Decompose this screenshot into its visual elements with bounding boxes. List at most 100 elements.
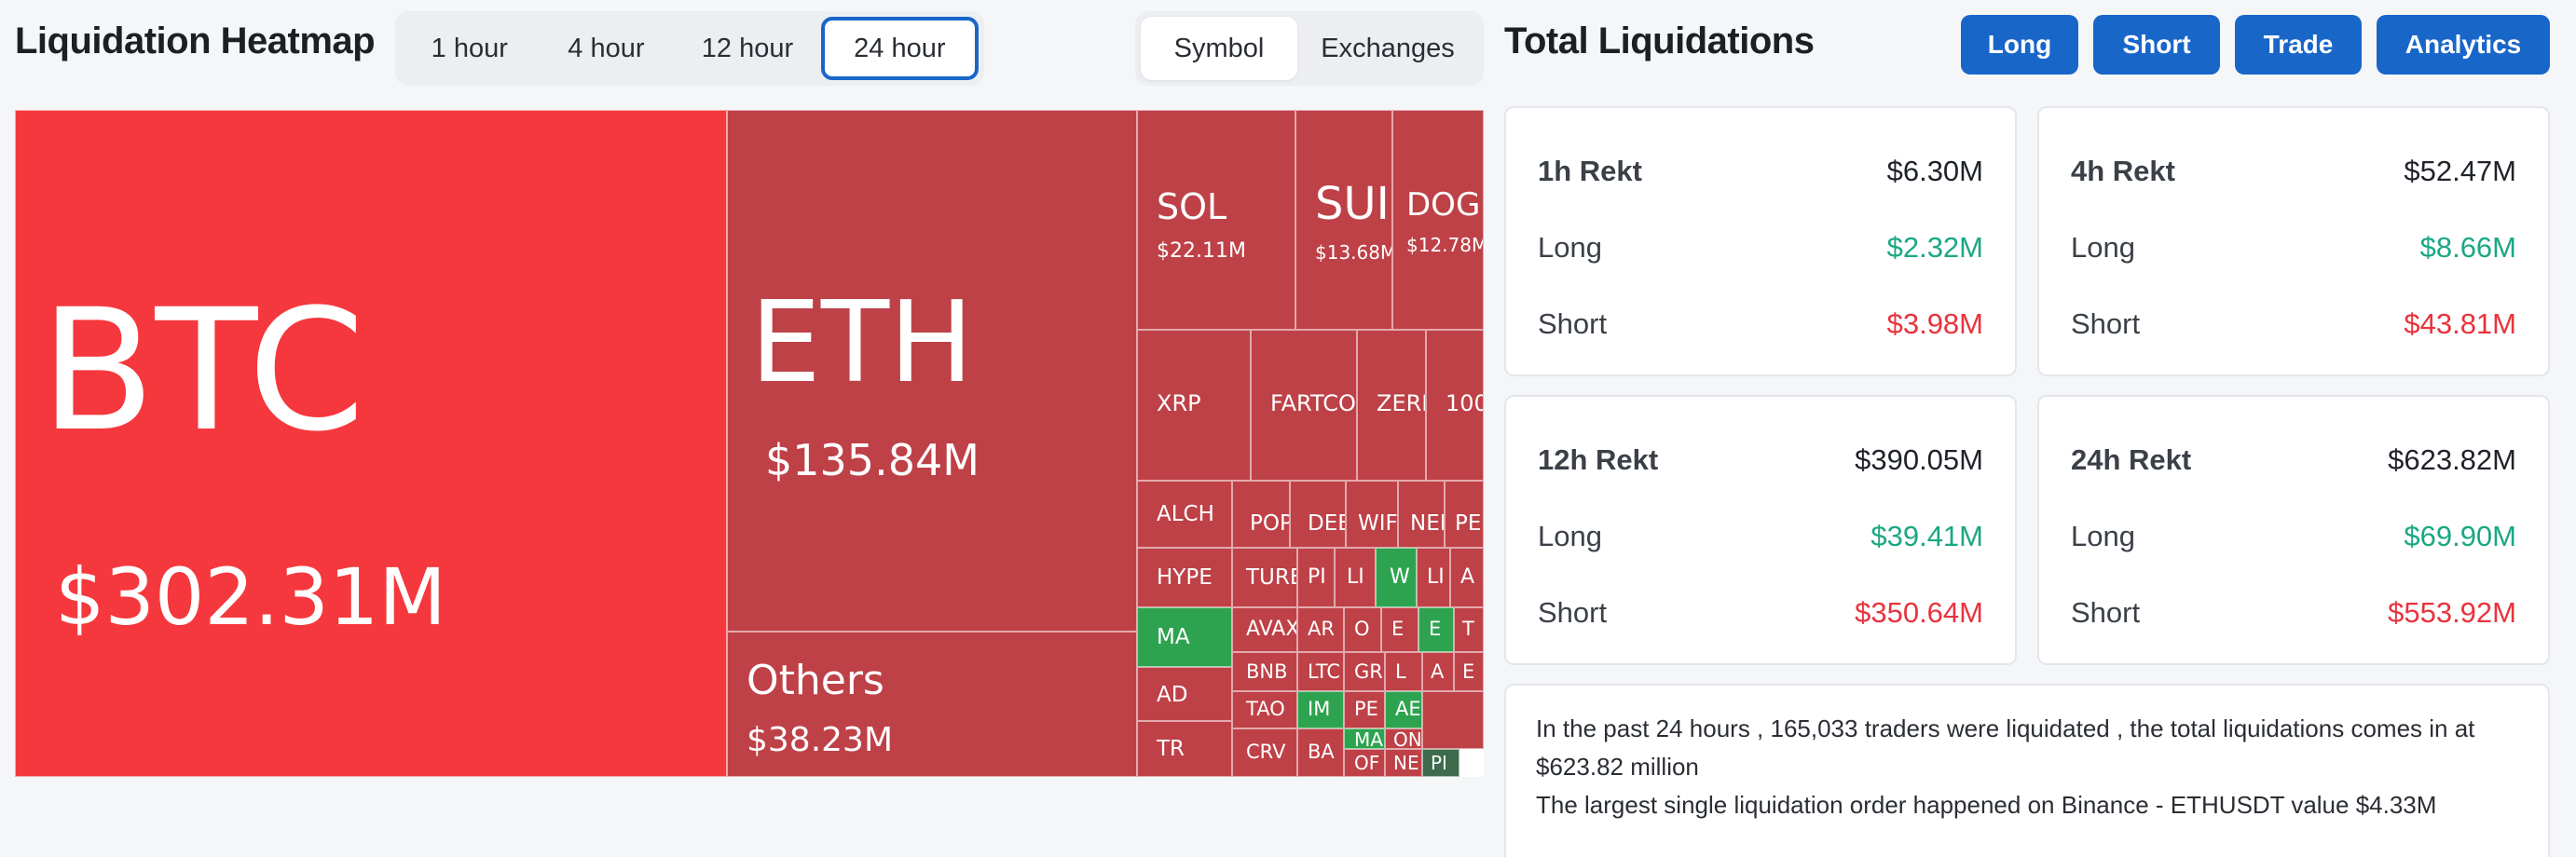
trade-button[interactable]: Trade: [2235, 15, 2362, 75]
treemap-tile[interactable]: A: [1422, 652, 1454, 691]
tile-symbol: FARTCOIN: [1270, 390, 1356, 416]
long-button[interactable]: Long: [1961, 15, 2078, 75]
treemap-tile[interactable]: PEPE: [1445, 481, 1484, 548]
time-option-24h[interactable]: 24 hour: [820, 17, 979, 80]
rekt-card-24h: 24h Rekt $623.82M Long $69.90M Short $55…: [2037, 395, 2550, 665]
treemap-tile[interactable]: A: [1450, 548, 1484, 607]
tile-symbol: A: [1460, 565, 1475, 589]
treemap-tile[interactable]: BNB: [1232, 652, 1297, 691]
treemap-tile[interactable]: SUI $13.68M: [1295, 110, 1392, 330]
tile-symbol: GR: [1354, 660, 1383, 683]
treemap-tile[interactable]: W: [1376, 548, 1417, 607]
treemap-tile[interactable]: [1422, 691, 1484, 749]
treemap-tile[interactable]: LI: [1335, 548, 1376, 607]
treemap-tile[interactable]: 1000PEPE: [1426, 330, 1484, 481]
treemap-tile[interactable]: ETH $135.84M: [727, 110, 1137, 632]
analytics-button[interactable]: Analytics: [2377, 15, 2550, 75]
treemap-tile[interactable]: FARTCOIN: [1251, 330, 1357, 481]
treemap-tile[interactable]: LTC: [1297, 652, 1344, 691]
rekt-card-4h: 4h Rekt $52.47M Long $8.66M Short $43.81…: [2037, 106, 2550, 376]
treemap-tile[interactable]: LI: [1417, 548, 1450, 607]
treemap-tile[interactable]: DOGE $12.78M: [1392, 110, 1484, 330]
summary-text-traders: In the past 24 hours , 165,033 traders w…: [1536, 714, 2475, 781]
tile-symbol: WIF: [1358, 511, 1398, 536]
rekt-card-1h: 1h Rekt $6.30M Long $2.32M Short $3.98M: [1504, 106, 2017, 376]
treemap-tile[interactable]: PE: [1344, 691, 1385, 728]
total-liquidations-title: Total Liquidations: [1504, 20, 1815, 61]
tile-symbol: E: [1462, 660, 1475, 683]
tile-value: $38.23M: [747, 721, 894, 759]
time-range-selector: 1 hour 4 hour 12 hour 24 hour: [395, 11, 984, 86]
treemap-tile[interactable]: Others $38.23M: [727, 632, 1137, 777]
tile-symbol: MA: [1354, 728, 1383, 749]
tile-symbol: SUI: [1315, 178, 1390, 230]
time-option-12h[interactable]: 12 hour: [701, 33, 794, 63]
treemap-tile[interactable]: NE: [1385, 749, 1422, 777]
treemap-tile[interactable]: IM: [1297, 691, 1344, 728]
tile-symbol: AD: [1157, 683, 1188, 707]
treemap-tile[interactable]: ALCH: [1137, 481, 1232, 548]
long-value: $69.90M: [2404, 520, 2516, 552]
treemap-tile[interactable]: AE: [1385, 691, 1422, 728]
treemap-tile[interactable]: AD: [1137, 667, 1232, 721]
treemap-tile[interactable]: HYPE: [1137, 548, 1232, 607]
treemap-tile[interactable]: MA: [1137, 607, 1232, 667]
treemap-tile[interactable]: O: [1344, 607, 1381, 652]
treemap-tile[interactable]: XRP: [1137, 330, 1251, 481]
tile-symbol: IM: [1308, 698, 1331, 720]
treemap-tile[interactable]: TURBO: [1232, 548, 1297, 607]
treemap-tile[interactable]: MA: [1344, 728, 1385, 749]
card-label: 12h Rekt: [1538, 443, 1659, 476]
treemap-tile[interactable]: GR: [1344, 652, 1385, 691]
treemap-tile[interactable]: TR: [1137, 721, 1232, 777]
heatmap-title: Liquidation Heatmap: [15, 20, 376, 61]
tile-symbol: ALCH: [1157, 502, 1214, 526]
tile-symbol: XRP: [1157, 390, 1201, 416]
treemap-tile[interactable]: BA: [1297, 728, 1344, 777]
treemap-tile[interactable]: AVAX: [1232, 607, 1297, 652]
group-by-selector: Symbol Exchanges: [1135, 11, 1484, 86]
treemap-tile[interactable]: POPCAT: [1232, 481, 1290, 548]
treemap-tile[interactable]: BTC $302.31M: [15, 110, 727, 777]
group-option-symbol[interactable]: Symbol: [1141, 17, 1297, 80]
treemap-tile[interactable]: E: [1454, 652, 1484, 691]
treemap-tile[interactable]: T: [1454, 607, 1484, 652]
treemap-tile[interactable]: AR: [1297, 607, 1344, 652]
tile-symbol: MA: [1157, 625, 1190, 649]
treemap-tile[interactable]: L: [1385, 652, 1422, 691]
tile-symbol: AR: [1308, 618, 1335, 640]
time-option-4h[interactable]: 4 hour: [568, 33, 645, 63]
tile-symbol: E: [1391, 618, 1404, 640]
short-label: Short: [2071, 307, 2141, 340]
tile-symbol: LI: [1347, 565, 1364, 589]
treemap-tile[interactable]: E: [1418, 607, 1454, 652]
long-label: Long: [1538, 231, 1602, 264]
long-value: $2.32M: [1886, 231, 1983, 264]
treemap-tile[interactable]: SOL $22.11M: [1137, 110, 1295, 330]
treemap-tile[interactable]: ON: [1385, 728, 1422, 749]
short-value: $3.98M: [1886, 307, 1983, 340]
tile-symbol: TR: [1157, 737, 1185, 761]
tile-symbol: 1000PEPE: [1446, 390, 1483, 416]
treemap-tile[interactable]: PI: [1422, 749, 1459, 777]
short-label: Short: [2071, 596, 2141, 629]
tile-symbol: AVAX: [1246, 618, 1297, 641]
treemap-tile[interactable]: ZEREBRO: [1357, 330, 1426, 481]
time-option-1h[interactable]: 1 hour: [431, 33, 508, 63]
tile-symbol: ZEREBRO: [1377, 390, 1425, 416]
short-label: Short: [1538, 307, 1608, 340]
treemap-tile[interactable]: TAO: [1232, 691, 1297, 728]
treemap-tile[interactable]: NEIROETH: [1398, 481, 1445, 548]
treemap-tile[interactable]: OF: [1344, 749, 1385, 777]
treemap-tile[interactable]: PI: [1297, 548, 1335, 607]
treemap-tile[interactable]: CRV: [1232, 728, 1297, 777]
card-label: 4h Rekt: [2071, 155, 2175, 187]
tile-value: $13.68M: [1315, 241, 1392, 264]
tile-symbol: POPCAT: [1250, 511, 1290, 536]
short-button[interactable]: Short: [2093, 15, 2220, 75]
treemap-tile[interactable]: WIF: [1346, 481, 1398, 548]
treemap-tile[interactable]: DEEP: [1290, 481, 1346, 548]
card-total: $6.30M: [1886, 155, 1983, 187]
group-option-exchanges[interactable]: Exchanges: [1321, 33, 1455, 63]
treemap-tile[interactable]: E: [1381, 607, 1418, 652]
